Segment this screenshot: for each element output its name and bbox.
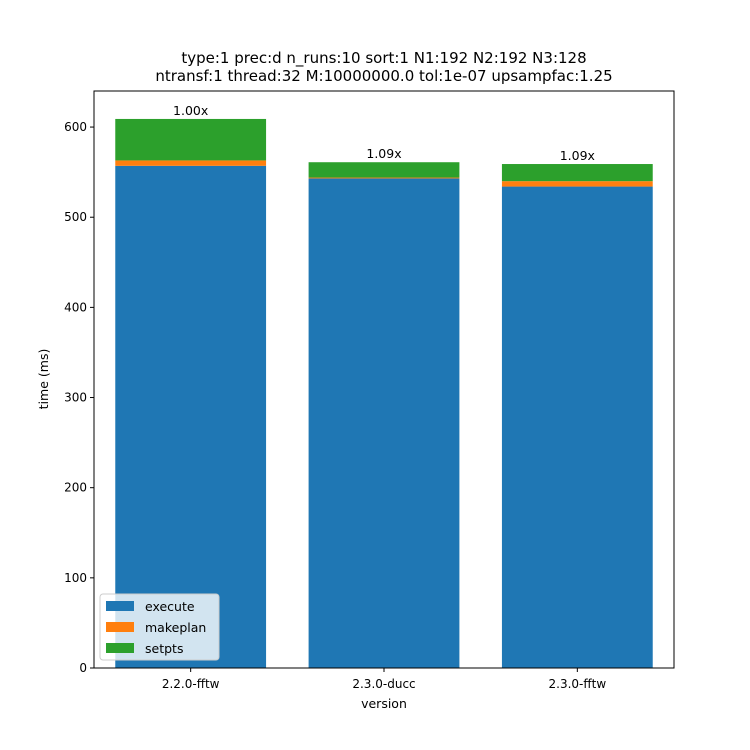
bar-makeplan-0 [115, 160, 267, 166]
bar-total-label-0: 1.00x [173, 103, 208, 118]
bar-execute-0 [115, 165, 267, 668]
bar-execute-1 [308, 178, 460, 668]
bar-makeplan-1 [308, 177, 460, 179]
bar-setpts-1 [308, 162, 460, 178]
y-axis: 0 100 200 300 400 500 600 [64, 120, 94, 675]
bar-labels-layer: 1.00x 1.09x 1.09x [173, 103, 595, 163]
legend: execute makeplan setpts [99, 593, 220, 661]
y-axis-label: time (ms) [36, 349, 51, 410]
chart-title-line-1: type:1 prec:d n_runs:10 sort:1 N1:192 N2… [181, 49, 586, 68]
x-axis-label: version [361, 696, 407, 711]
legend-label-makeplan: makeplan [145, 620, 206, 635]
y-tick-label-2: 200 [64, 481, 87, 495]
bar-setpts-0 [115, 118, 267, 161]
bar-setpts-2 [501, 164, 653, 182]
bar-total-label-1: 1.09x [366, 146, 401, 161]
y-tick-label-0: 0 [79, 661, 87, 675]
y-tick-label-1: 100 [64, 571, 87, 585]
bar-total-label-2: 1.09x [560, 148, 595, 163]
x-tick-label-2: 2.3.0-fftw [549, 677, 607, 691]
x-axis: 2.2.0-fftw 2.3.0-ducc 2.3.0-fftw [162, 668, 606, 691]
legend-swatch-execute [106, 601, 134, 611]
legend-label-execute: execute [145, 599, 195, 614]
legend-label-setpts: setpts [145, 641, 183, 656]
y-tick-label-6: 600 [64, 120, 87, 134]
legend-swatch-makeplan [106, 622, 134, 632]
y-tick-label-4: 400 [64, 300, 87, 314]
x-tick-label-0: 2.2.0-fftw [162, 677, 220, 691]
y-tick-label-3: 300 [64, 391, 87, 405]
bar-makeplan-2 [501, 181, 653, 187]
y-tick-label-5: 500 [64, 210, 87, 224]
bar-execute-2 [501, 186, 653, 668]
chart-title-line-2: ntransf:1 thread:32 M:10000000.0 tol:1e-… [155, 67, 612, 85]
bars-layer [115, 118, 653, 668]
legend-swatch-setpts [106, 643, 134, 653]
x-tick-label-1: 2.3.0-ducc [352, 677, 415, 691]
